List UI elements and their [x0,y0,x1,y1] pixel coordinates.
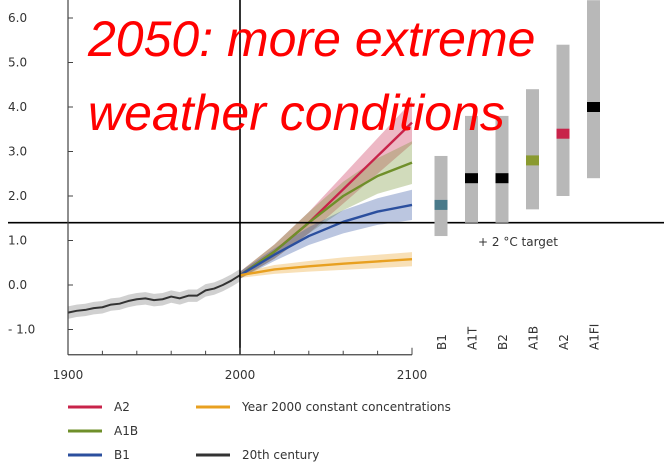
y-tick-label: 6.0 [8,11,27,25]
range-bar-label: A1FI [588,324,602,350]
range-bar-A1B [526,89,539,210]
band-B1 [240,189,412,279]
headline-line-2: weather conditions [88,85,505,141]
y-tick-label: 3.0 [8,145,27,159]
y-tick-label: 1.0 [8,234,27,248]
axes: 6.0 5.0 4.0 3.0 2.0 1.0 0.0 - 1.0 1900 2000 2100 [8,0,427,382]
series-line-A1B [239,161,413,277]
target-label: + 2 °C target [478,235,558,249]
range-bar-label: B1 [435,334,449,350]
legend: A2 A1B B1 Year 2000 constant concentrations… [68,400,451,462]
range-bar-best-B1 [434,199,448,210]
range-bar-best-B2 [495,173,509,184]
y-tick-label: - 1.0 [8,323,35,337]
legend-label: A1B [114,424,138,438]
range-bar-label: B2 [496,334,510,350]
y-tick-label: 0.0 [8,278,27,292]
y-tick-label: 5.0 [8,56,27,70]
headline-line-1: 2050: more extreme [87,11,535,67]
range-bar-B2 [495,115,509,223]
range-bar-best-A1FI [587,102,600,112]
range-bar-label: A2 [557,334,571,350]
legend-label: Year 2000 constant concentrations [241,400,451,414]
band-A2 [240,101,412,279]
series-line-constant [239,257,413,277]
series-line-century20 [67,274,241,314]
range-bar-B1 [434,155,448,237]
range-bar-A1T [465,115,478,223]
range-bar-label: A1B [527,326,541,350]
range-bar-A2 [556,44,570,197]
legend-label: B1 [114,448,130,462]
range-bar-A1FI [587,0,600,179]
x-tick-label: 2000 [225,368,256,382]
band-century20 [68,268,240,319]
series-line-B1 [239,203,413,277]
y-tick-label: 2.0 [8,189,27,203]
y-tick-label: 4.0 [8,100,27,114]
plot-area [8,0,664,355]
legend-label: 20th century [242,448,319,462]
range-bar-best-A2 [556,128,570,139]
range-bar-best-A1B [526,155,539,166]
x-tick-label: 1900 [53,368,84,382]
range-bar-best-A1T [465,173,478,184]
range-bar-label: A1T [466,326,480,350]
x-tick-label: 2100 [397,368,428,382]
range-bars: B1 A1T B2 A1B A2 A1FI [434,0,602,350]
legend-label: A2 [114,400,130,414]
